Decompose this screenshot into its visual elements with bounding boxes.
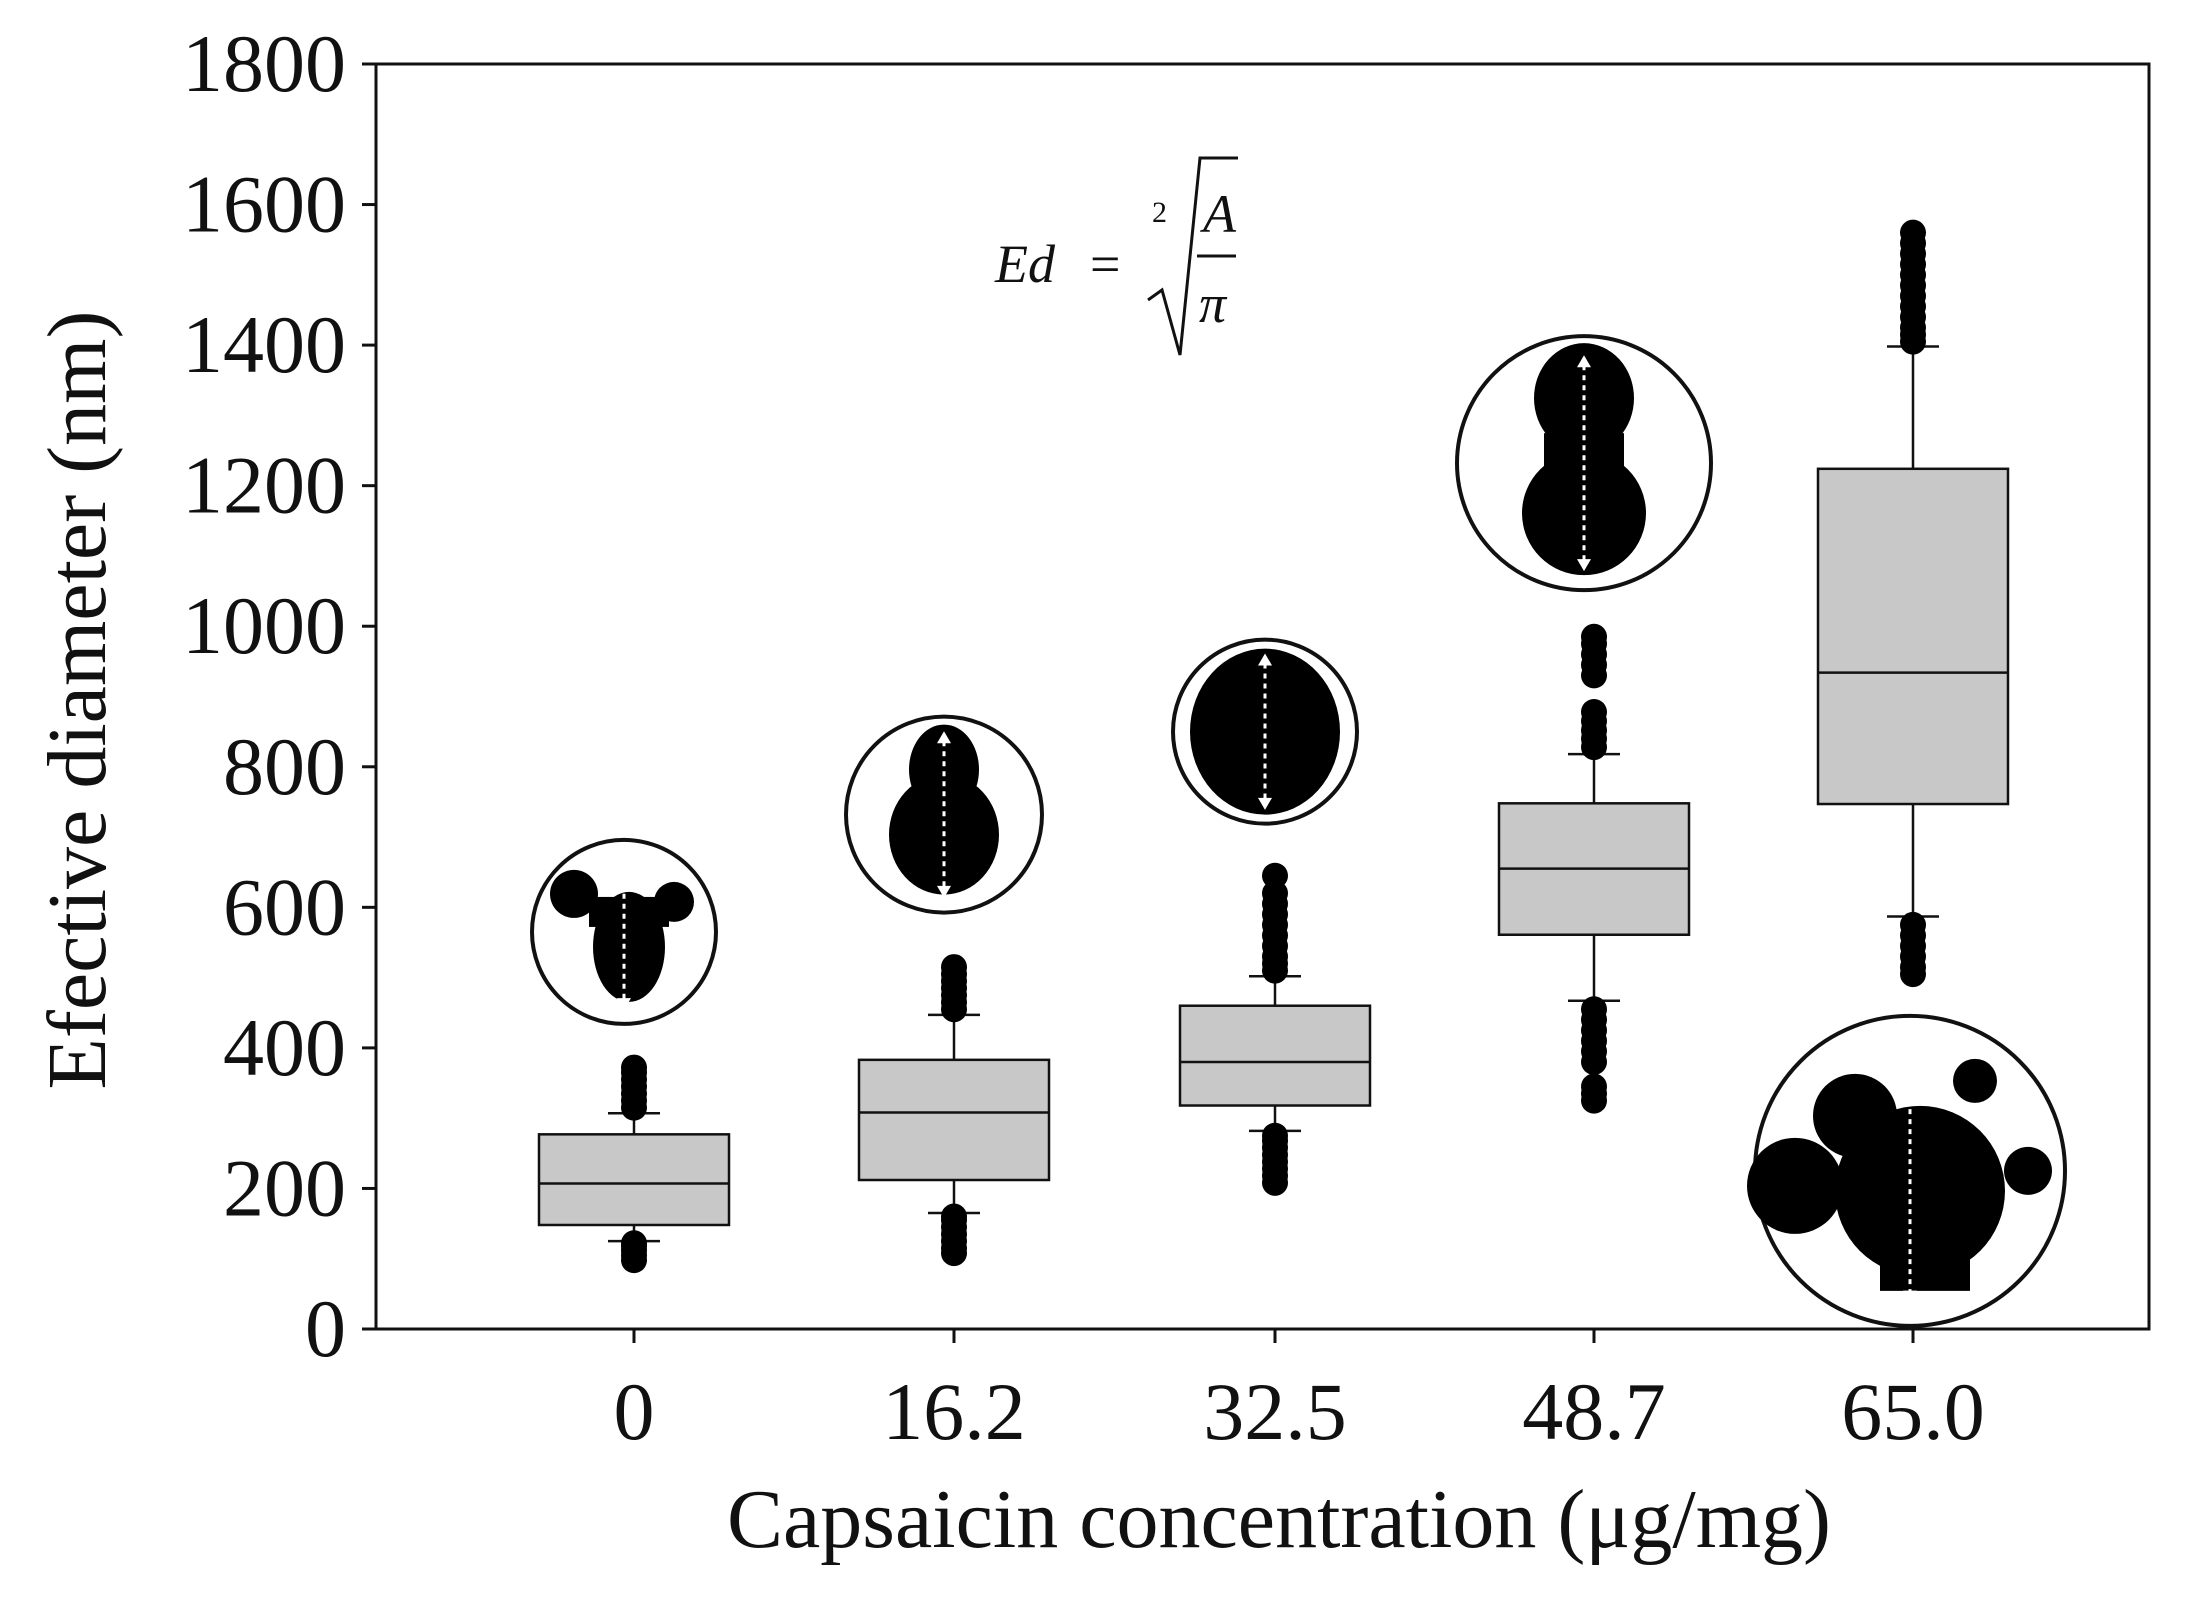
x-tick-label: 65.0 [1841, 1366, 1985, 1457]
outlier-point [1581, 698, 1607, 725]
formula-root-index: 2 [1152, 196, 1167, 229]
y-tick-label: 1200 [182, 440, 346, 531]
formula-lhs: Ed [994, 234, 1056, 294]
y-axis-title: Efective diameter (nm) [31, 311, 124, 1090]
y-tick-label: 0 [305, 1283, 346, 1374]
particle-inset-2 [844, 714, 1044, 915]
outlier-point [1900, 219, 1926, 246]
outlier-point [941, 1203, 967, 1230]
y-tick-label: 1000 [182, 580, 346, 671]
arrow-up-icon [1903, 1039, 1917, 1052]
y-tick-label: 200 [223, 1142, 346, 1233]
particle-blob [2004, 1146, 2052, 1195]
x-tick-label: 48.7 [1522, 1366, 1666, 1457]
y-tick-label: 1400 [182, 299, 346, 390]
box-iqr [1178, 1004, 1372, 1107]
x-tick-label: 32.5 [1203, 1366, 1347, 1457]
particle-blob [1747, 1137, 1843, 1234]
outlier-point [1262, 1122, 1288, 1149]
arrow-down-icon [1903, 1290, 1917, 1303]
particle-blob [1880, 1210, 1970, 1291]
particle-inset-1 [530, 837, 718, 1026]
y-tick-label: 600 [223, 861, 346, 952]
particle-blob [1190, 648, 1340, 815]
outlier-point [1262, 862, 1288, 889]
x-tick-label: 0 [614, 1366, 655, 1457]
arrow-up-icon [937, 731, 951, 744]
formula-denominator: π [1199, 274, 1228, 334]
x-axis-title: Capsaicin concentration (μg/mg) [727, 1473, 1831, 1566]
x-tick-label: 16.2 [882, 1366, 1026, 1457]
box-iqr [857, 1058, 1051, 1182]
arrow-down-icon [937, 885, 951, 898]
y-tick-label: 400 [223, 1002, 346, 1093]
box-1 [537, 1054, 731, 1274]
box-iqr [537, 1133, 731, 1227]
outlier-point [1581, 996, 1607, 1023]
particle-blob [589, 896, 669, 927]
box-4 [1497, 623, 1691, 1114]
particle-inset-4 [1455, 334, 1713, 593]
arrow-down-icon [617, 998, 631, 1011]
particle-inset-3 [1171, 637, 1359, 826]
arrow-down-icon [1577, 559, 1591, 572]
y-tick-label: 800 [223, 721, 346, 812]
radical-sign-icon [1147, 156, 1238, 356]
outlier-point [621, 1230, 647, 1257]
outlier-point [1581, 1073, 1607, 1100]
box-3 [1178, 862, 1372, 1196]
particle-inset-5 [1747, 1013, 2067, 1328]
boxes-group [537, 219, 2010, 1274]
particle-blob [1953, 1058, 1997, 1103]
formula-numerator: A [1200, 184, 1237, 244]
axes-group: 0 200 400 600 800 1000 1200 1400 1600 1800 0 16.2 32… [182, 18, 2151, 1457]
arrow-up-icon [1577, 355, 1591, 368]
y-tick-label: 1600 [182, 159, 346, 250]
box-5 [1816, 219, 2010, 988]
particle-blob [1544, 433, 1624, 494]
particle-blob [550, 869, 598, 918]
outlier-point [1581, 623, 1607, 650]
arrow-down-icon [1258, 797, 1272, 810]
y-tick-label: 1800 [182, 18, 346, 109]
box-iqr [1816, 467, 2010, 806]
outlier-point [621, 1054, 647, 1081]
formula-equals: = [1090, 234, 1120, 294]
particle-insets-group [530, 334, 2067, 1328]
box-2 [857, 954, 1051, 1267]
arrow-up-icon [1258, 653, 1272, 666]
outlier-point [941, 954, 967, 981]
outlier-point [1900, 911, 1926, 938]
formula-annotation: Ed = 2 A π [994, 156, 1238, 356]
plot-frame [374, 62, 2151, 1331]
arrow-up-icon [617, 853, 631, 866]
